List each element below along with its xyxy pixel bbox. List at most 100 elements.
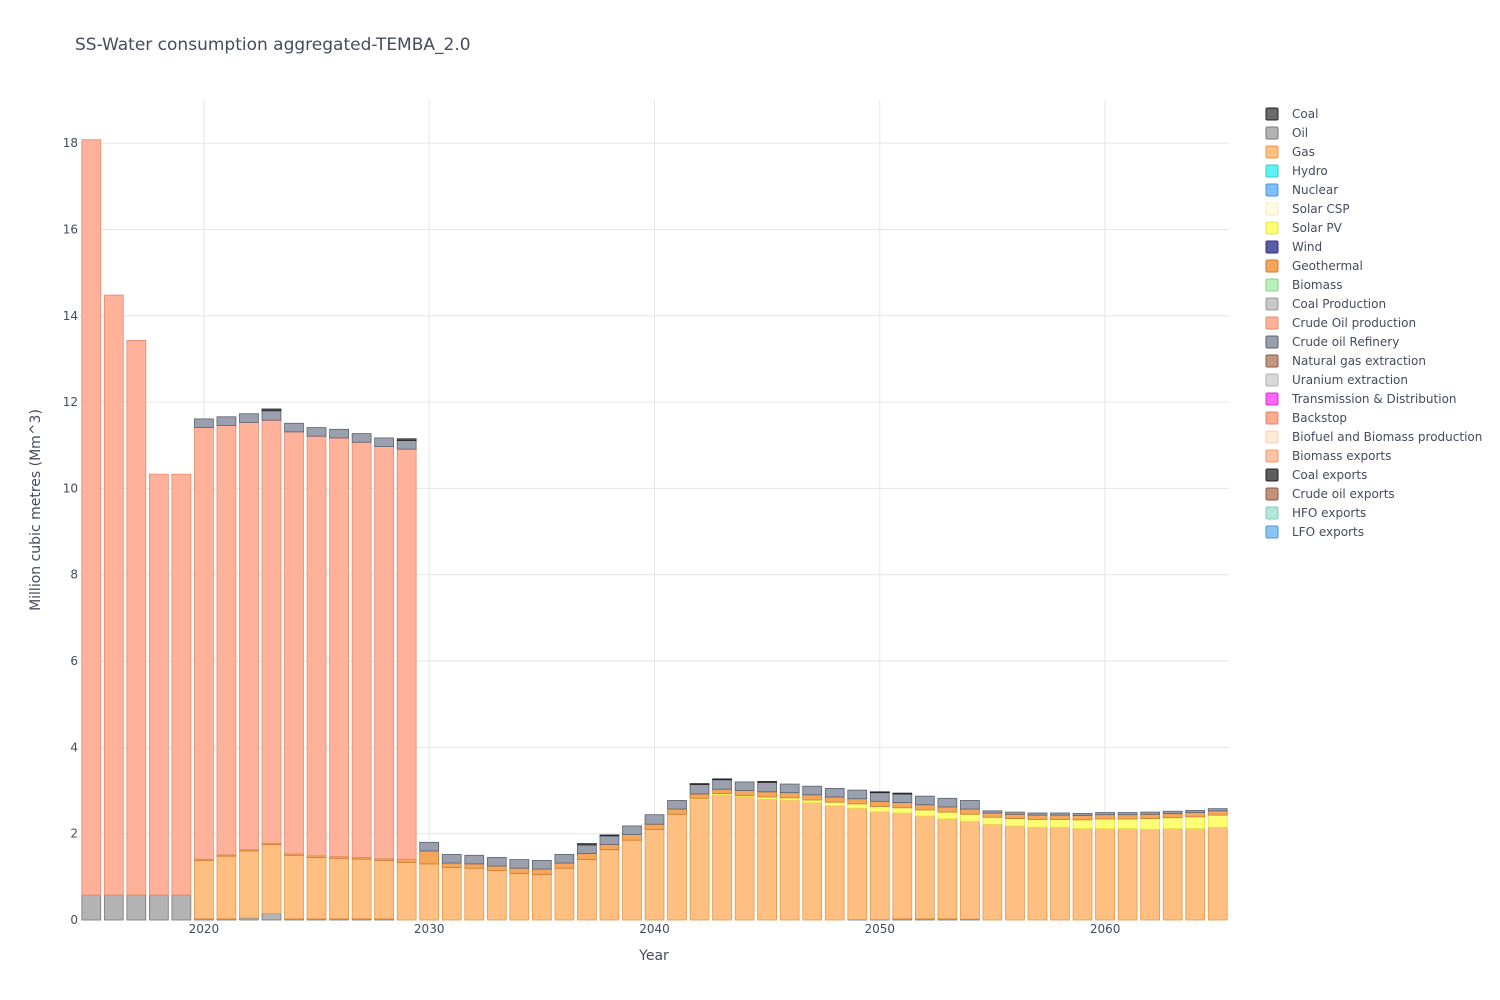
bar-segment bbox=[509, 859, 530, 869]
bar-segment bbox=[1095, 812, 1115, 816]
bar-segment bbox=[1207, 808, 1228, 812]
legend-swatch bbox=[1265, 240, 1279, 254]
x-tick-label: 2060 bbox=[1090, 922, 1121, 936]
bar-segment bbox=[712, 778, 732, 781]
legend-swatch bbox=[1265, 221, 1279, 235]
bar-segment bbox=[892, 802, 913, 809]
bar-segment bbox=[644, 828, 665, 921]
y-tick-label: 16 bbox=[63, 222, 78, 236]
bar-segment bbox=[667, 800, 687, 810]
bar-segment bbox=[667, 808, 687, 815]
bar-segment bbox=[824, 787, 845, 798]
legend-label: Crude Oil production bbox=[1292, 316, 1416, 330]
bar-segment bbox=[622, 834, 642, 841]
legend-label: LFO exports bbox=[1292, 525, 1364, 539]
bar-segment bbox=[531, 860, 552, 870]
bar-segment bbox=[599, 834, 620, 837]
legend-swatch bbox=[1265, 278, 1279, 292]
bar-segment bbox=[419, 850, 440, 865]
legend-label: Biofuel and Biomass production bbox=[1292, 430, 1482, 444]
bar-segment bbox=[554, 854, 575, 864]
bar-segment bbox=[1117, 812, 1138, 816]
legend-swatch bbox=[1265, 183, 1279, 197]
bar-segment bbox=[982, 816, 1003, 825]
bar-segment bbox=[1005, 818, 1025, 827]
bar-segment bbox=[374, 860, 395, 920]
bar-segment bbox=[351, 858, 372, 920]
bar-segment bbox=[1095, 814, 1115, 820]
bar-segment bbox=[1072, 813, 1093, 816]
bar-segment bbox=[734, 796, 755, 921]
bar-segment bbox=[577, 844, 597, 854]
x-tick-label: 2030 bbox=[414, 922, 445, 936]
bar-segment bbox=[329, 428, 349, 439]
legend-swatch bbox=[1265, 126, 1279, 140]
bar-segment bbox=[1072, 819, 1093, 829]
bar-segment bbox=[148, 894, 169, 921]
bar-segment bbox=[892, 807, 913, 814]
bar-segment bbox=[1095, 828, 1115, 921]
bar-segment bbox=[126, 339, 147, 896]
bar-segment bbox=[148, 473, 169, 896]
bar-segment bbox=[1162, 817, 1183, 829]
bar-segment bbox=[329, 437, 349, 857]
bar-segment bbox=[261, 913, 282, 921]
bar-segment bbox=[824, 805, 845, 921]
bar-segment bbox=[689, 793, 710, 799]
bar-segment bbox=[81, 139, 102, 896]
bar-segment bbox=[396, 862, 417, 921]
bar-segment bbox=[1162, 813, 1183, 819]
bar-segment bbox=[1117, 818, 1138, 829]
x-tick-label: 2020 bbox=[189, 922, 220, 936]
bar-segment bbox=[396, 858, 417, 863]
bar-segment bbox=[464, 854, 485, 865]
bar-segment bbox=[261, 410, 282, 421]
bar-segment bbox=[937, 806, 958, 813]
bar-segment bbox=[1095, 818, 1115, 829]
bar-segment bbox=[1140, 828, 1161, 921]
bar-segment bbox=[396, 448, 417, 860]
y-axis-title: Million cubic metres (Mm^3) bbox=[28, 409, 44, 611]
bar-segment bbox=[486, 865, 507, 871]
bar-segment bbox=[892, 812, 913, 920]
bar-segment bbox=[284, 422, 304, 433]
bar-segment bbox=[239, 850, 259, 919]
bar-segment bbox=[644, 814, 665, 825]
bar-segment bbox=[1050, 826, 1070, 921]
legend-label: Gas bbox=[1292, 145, 1315, 159]
bar-segment bbox=[1072, 815, 1093, 821]
bar-segment bbox=[1005, 825, 1025, 921]
bar-segment bbox=[1185, 809, 1206, 813]
bar-segment bbox=[216, 416, 237, 426]
legend-swatch bbox=[1265, 430, 1279, 444]
bar-segment bbox=[1005, 811, 1025, 815]
bar-segment bbox=[486, 857, 507, 867]
bar-segment bbox=[779, 799, 800, 921]
bar-segment bbox=[757, 781, 778, 793]
legend-swatch bbox=[1265, 297, 1279, 311]
bar-segment bbox=[869, 811, 890, 920]
bar-segment bbox=[261, 408, 282, 412]
legend-label: Oil bbox=[1292, 126, 1308, 140]
legend-swatch bbox=[1265, 506, 1279, 520]
bar-segment bbox=[824, 796, 845, 803]
bar-segment bbox=[1117, 828, 1138, 921]
bar-segment bbox=[914, 795, 935, 806]
legend-swatch bbox=[1265, 411, 1279, 425]
bar-segment bbox=[306, 857, 327, 920]
bar-segment bbox=[599, 849, 620, 921]
bar-segment bbox=[1207, 826, 1228, 921]
bar-segment bbox=[1207, 810, 1228, 816]
bar-segment bbox=[937, 797, 958, 808]
legend-label: Hydro bbox=[1292, 164, 1328, 178]
bar-segment bbox=[1162, 828, 1183, 921]
bar-segment bbox=[464, 863, 485, 869]
y-tick-label: 10 bbox=[63, 481, 78, 495]
bar-segment bbox=[1140, 813, 1161, 819]
bar-segment bbox=[509, 867, 530, 874]
legend-label: Coal exports bbox=[1292, 468, 1367, 482]
bar-segment bbox=[284, 854, 304, 920]
bar-segment bbox=[1072, 828, 1093, 921]
bar-segment bbox=[1140, 818, 1161, 830]
bar-segment bbox=[103, 294, 124, 896]
